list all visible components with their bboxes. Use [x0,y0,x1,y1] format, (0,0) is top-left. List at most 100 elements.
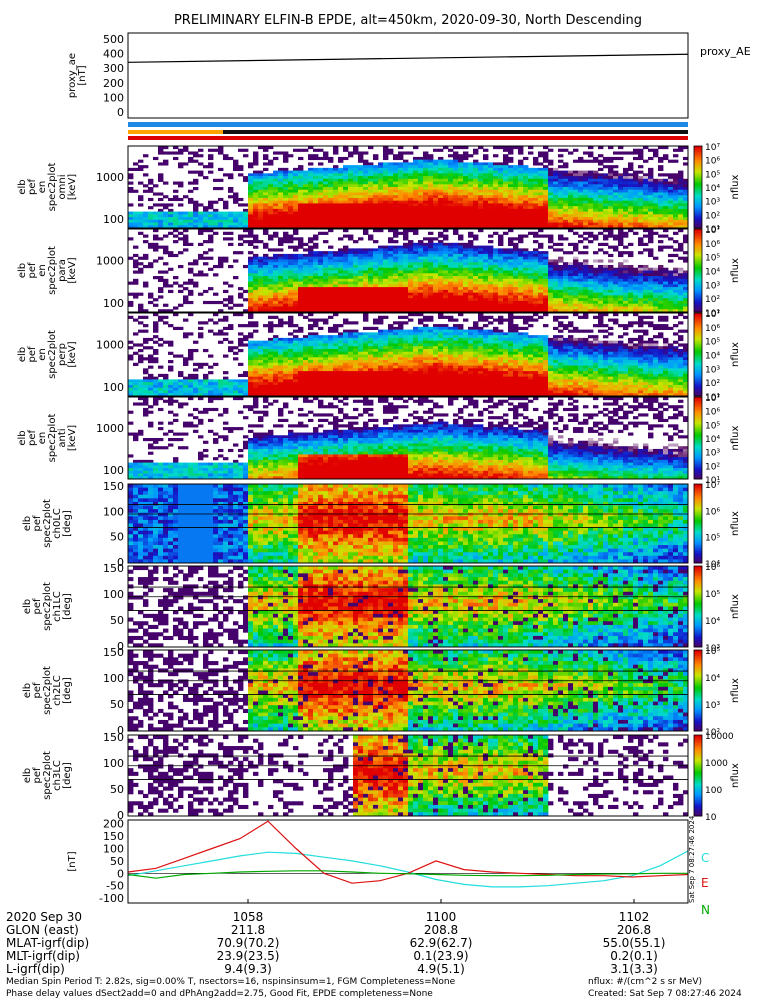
heatmap-cell [248,287,254,291]
heatmap-cell [363,214,369,218]
heatmap-cell [198,253,204,258]
heatmap-cell [458,295,464,299]
heatmap-cell [558,154,564,158]
heatmap-cell [448,217,454,221]
heatmap-cell [443,222,449,226]
heatmap-cell [673,253,679,258]
heatmap-cell [273,264,279,269]
heatmap-cell [623,214,629,218]
heatmap-cell [343,309,349,313]
heatmap-cell [473,195,479,199]
heatmap-cell [478,264,484,269]
heatmap-cell [583,222,589,226]
heatmap-cell [638,309,644,313]
heatmap-cell [178,214,184,218]
heatmap-cell [393,303,399,307]
heatmap-cell [603,165,609,169]
heatmap-cell [358,306,364,310]
heatmap-cell [548,284,554,288]
heatmap-cell [648,253,654,258]
heatmap-cell [558,281,564,285]
heatmap-cell [653,256,659,260]
heatmap-cell [363,176,369,180]
heatmap-cell [268,176,274,180]
heatmap-cell [523,284,529,288]
heatmap-cell [383,306,389,310]
heatmap-cell [458,245,464,249]
heatmap-cell [388,289,394,294]
heatmap-cell [418,181,424,185]
heatmap-cell [563,170,569,174]
heatmap-cell [303,195,309,199]
heatmap-cell [278,240,284,244]
heatmap-cell [468,184,474,188]
heatmap-cell [383,217,389,221]
heatmap-cell [328,219,334,223]
heatmap-cell [493,162,499,166]
colorbar-segment [694,260,702,263]
heatmap-cell [193,262,199,266]
heatmap-cell [538,262,544,266]
heatmap-cell [623,181,629,185]
colorbar-tick-label: 10¹ [705,225,720,235]
heatmap-cell [543,187,549,191]
heatmap-cell [378,300,384,305]
heatmap-cell [443,229,449,233]
heatmap-cell [168,225,174,229]
heatmap-cell [398,173,404,177]
heatmap-cell [578,217,584,221]
heatmap-cell [438,156,444,161]
heatmap-cell [448,206,454,210]
heatmap-cell [473,217,479,221]
heatmap-cell [613,211,619,215]
colorbar-segment [694,297,702,301]
heatmap-cell [283,154,289,158]
heatmap-cell [463,248,469,252]
heatmap-cell [303,219,309,223]
heatmap-cell [138,384,144,389]
heatmap-cell [673,284,679,288]
heatmap-cell [548,267,554,271]
heatmap-cell [448,289,454,294]
heatmap-cell [333,251,339,255]
heatmap-cell [633,306,639,310]
heatmap-cell [363,256,369,260]
heatmap-cell [448,267,454,271]
heatmap-cell [533,248,539,252]
heatmap-cell [658,214,664,218]
heatmap-cell [493,192,499,196]
heatmap-cell [538,270,544,274]
heatmap-cell [473,208,479,212]
heatmap-cell [673,211,679,215]
heatmap-cell [578,203,584,207]
heatmap-cell [263,278,269,282]
heatmap-cell [398,253,404,258]
heatmap-cell [683,295,689,299]
heatmap-cell [248,264,254,269]
heatmap-cell [568,192,574,196]
heatmap-cell [298,306,304,310]
heatmap-cell [418,178,424,182]
heatmap-cell [148,337,154,342]
heatmap-cell [423,219,429,223]
heatmap-cell [258,292,264,296]
heatmap-cell [478,273,484,277]
heatmap-cell [593,173,599,177]
heatmap-cell [178,219,184,223]
colorbar-segment [694,211,702,215]
heatmap-cell [413,281,419,285]
heatmap-cell [483,167,489,171]
heatmap-cell [543,176,549,180]
heatmap-cell [328,303,334,307]
heatmap-cell [618,284,624,288]
heatmap-cell [398,309,404,313]
heatmap-cell [533,287,539,291]
heatmap-cell [273,300,279,305]
heatmap-cell [433,200,439,204]
heatmap-cell [683,251,689,255]
heatmap-cell [633,217,639,221]
heatmap-cell [338,200,344,204]
heatmap-cell [263,162,269,166]
heatmap-cell [248,165,254,169]
heatmap-cell [608,284,614,288]
